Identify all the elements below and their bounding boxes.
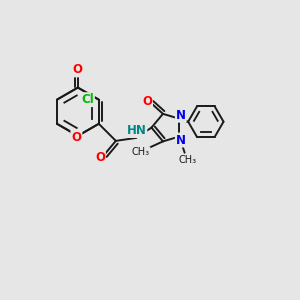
Text: O: O (71, 130, 81, 143)
Text: CH₃: CH₃ (178, 155, 196, 165)
Text: Cl: Cl (81, 93, 94, 106)
Text: N: N (176, 134, 186, 146)
Text: O: O (95, 151, 105, 164)
Text: HN: HN (127, 124, 146, 137)
Text: O: O (73, 63, 83, 76)
Text: CH₃: CH₃ (131, 147, 150, 157)
Text: O: O (142, 95, 152, 108)
Text: N: N (176, 109, 186, 122)
